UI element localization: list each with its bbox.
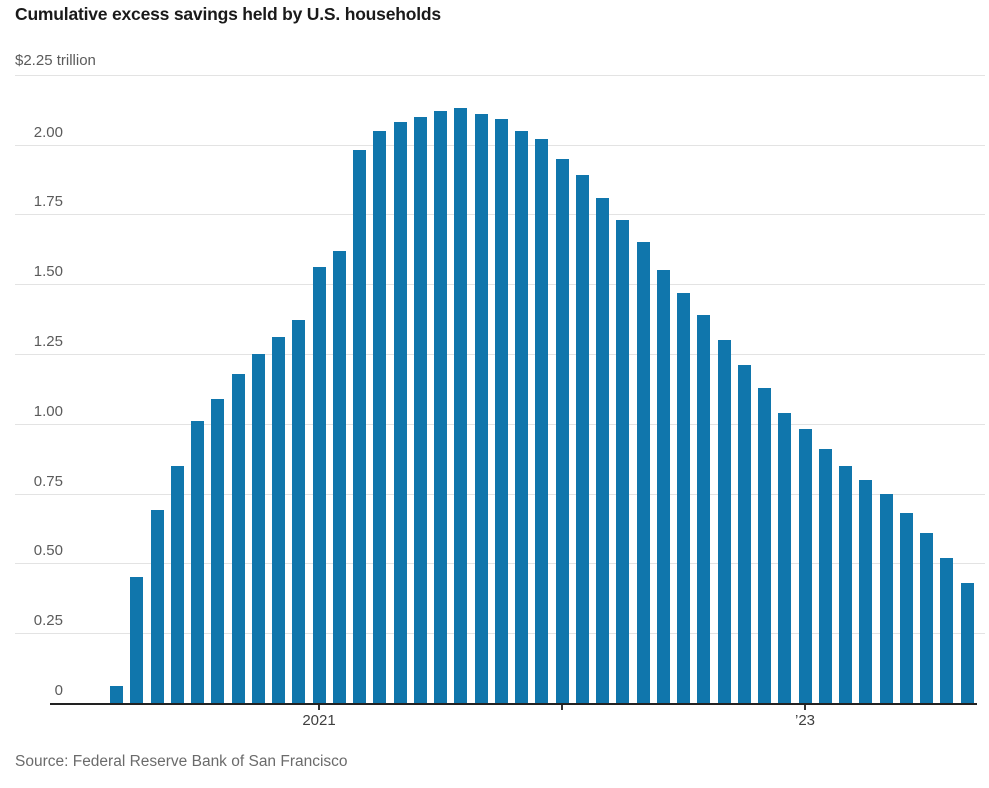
bar	[373, 130, 387, 703]
bar	[737, 365, 751, 703]
x-tick-label: 2021	[302, 712, 336, 729]
bar	[110, 686, 123, 703]
gridline	[15, 74, 985, 76]
bar	[292, 320, 306, 703]
bar	[697, 314, 711, 703]
bar	[515, 130, 528, 703]
bar	[778, 412, 792, 703]
bar	[616, 219, 630, 703]
bar	[332, 250, 346, 703]
bar	[454, 108, 468, 703]
bar	[474, 113, 488, 703]
x-tick-label: ’23	[794, 712, 816, 729]
chart-title: Cumulative excess savings held by U.S. h…	[15, 4, 441, 24]
bar	[130, 577, 144, 703]
x-axis-tick	[318, 705, 320, 710]
y-tick-label: 1.00	[33, 402, 63, 420]
bar	[393, 122, 407, 703]
bar	[859, 479, 873, 703]
bar	[494, 119, 508, 703]
x-axis-line	[50, 703, 977, 705]
bar	[818, 448, 832, 703]
y-tick-label: 1.50	[33, 263, 63, 281]
y-tick-label: 1.25	[33, 332, 63, 350]
bar	[211, 398, 225, 703]
source-note: Source: Federal Reserve Bank of San Fran…	[15, 753, 348, 770]
bar	[272, 337, 285, 703]
bar	[717, 340, 731, 703]
bar	[353, 150, 366, 703]
y-tick-label: 1.75	[33, 193, 63, 211]
bar	[758, 387, 771, 703]
bar	[920, 532, 933, 703]
bar	[839, 465, 852, 703]
bar	[170, 465, 184, 703]
bar	[879, 493, 893, 703]
bar	[899, 513, 913, 703]
bar	[940, 557, 954, 703]
y-tick-label: 0.50	[33, 542, 63, 560]
bar	[677, 292, 690, 703]
bar	[434, 111, 447, 703]
bar	[555, 158, 569, 703]
x-axis-tick	[804, 705, 806, 710]
bar	[596, 197, 609, 703]
bar	[191, 421, 204, 703]
bar	[798, 429, 812, 703]
y-axis-unit-label: $2.25 trillion	[15, 52, 96, 69]
y-tick-label: 2.00	[33, 123, 63, 141]
bar	[960, 582, 974, 703]
y-tick-label: 0	[54, 682, 63, 699]
bar	[413, 116, 427, 703]
bar	[251, 353, 265, 703]
bar	[575, 175, 589, 703]
bar	[231, 373, 245, 703]
bar	[636, 242, 650, 703]
bar	[312, 267, 326, 703]
y-tick-label: 0.25	[33, 612, 63, 630]
y-tick-label: 0.75	[33, 472, 63, 490]
bar	[656, 270, 670, 703]
bar	[535, 138, 549, 703]
x-axis-tick	[561, 705, 563, 710]
bar	[150, 510, 164, 703]
